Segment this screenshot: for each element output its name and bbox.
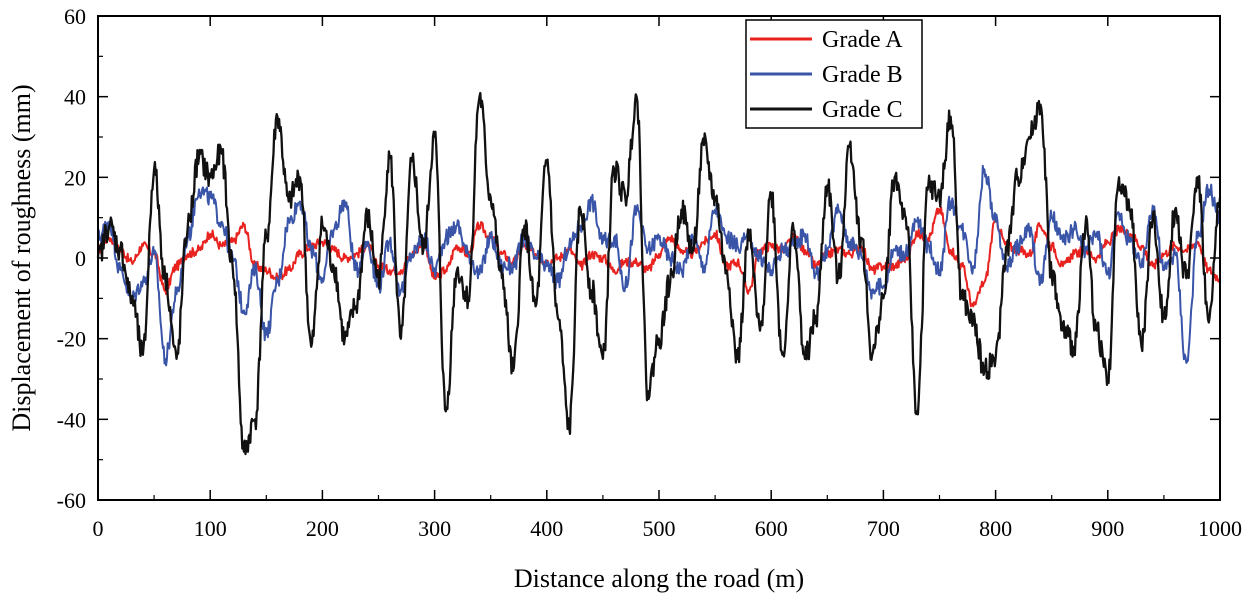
y-tick-label: -60 (57, 488, 86, 513)
x-tick-label: 400 (530, 516, 563, 541)
y-tick-label: 40 (64, 85, 86, 110)
x-tick-label: 800 (979, 516, 1012, 541)
x-tick-label: 0 (93, 516, 104, 541)
y-axis: -60 -40 -20 0 20 40 60 (57, 4, 1220, 513)
series-line-grade-a (97, 206, 1221, 308)
x-tick-label: 200 (306, 516, 339, 541)
y-tick-label: 60 (64, 4, 86, 29)
y-tick-label: -20 (57, 327, 86, 352)
plot-series (96, 91, 1222, 456)
x-tick-label: 700 (867, 516, 900, 541)
legend-label: Grade C (822, 97, 903, 123)
x-tick-label: 500 (643, 516, 676, 541)
legend-label: Grade A (822, 27, 903, 53)
legend: Grade A Grade B Grade C (745, 19, 923, 129)
legend-label: Grade B (822, 62, 903, 88)
y-tick-label: 20 (64, 165, 86, 190)
y-axis-title: Displacement of roughness (mm) (7, 84, 36, 431)
series-line-grade-c (96, 91, 1222, 456)
series-line-grade-b (97, 164, 1221, 367)
x-axis: 0 100 200 300 400 500 600 700 800 900 1000 (93, 16, 1242, 541)
x-tick-label: 300 (418, 516, 451, 541)
x-axis-title: Distance along the road (m) (514, 564, 804, 593)
x-tick-label: 900 (1091, 516, 1124, 541)
y-tick-label: -40 (57, 407, 86, 432)
x-tick-label: 100 (194, 516, 227, 541)
x-tick-label: 600 (755, 516, 788, 541)
x-tick-label: 1000 (1198, 516, 1242, 541)
y-tick-label: 0 (75, 246, 86, 271)
